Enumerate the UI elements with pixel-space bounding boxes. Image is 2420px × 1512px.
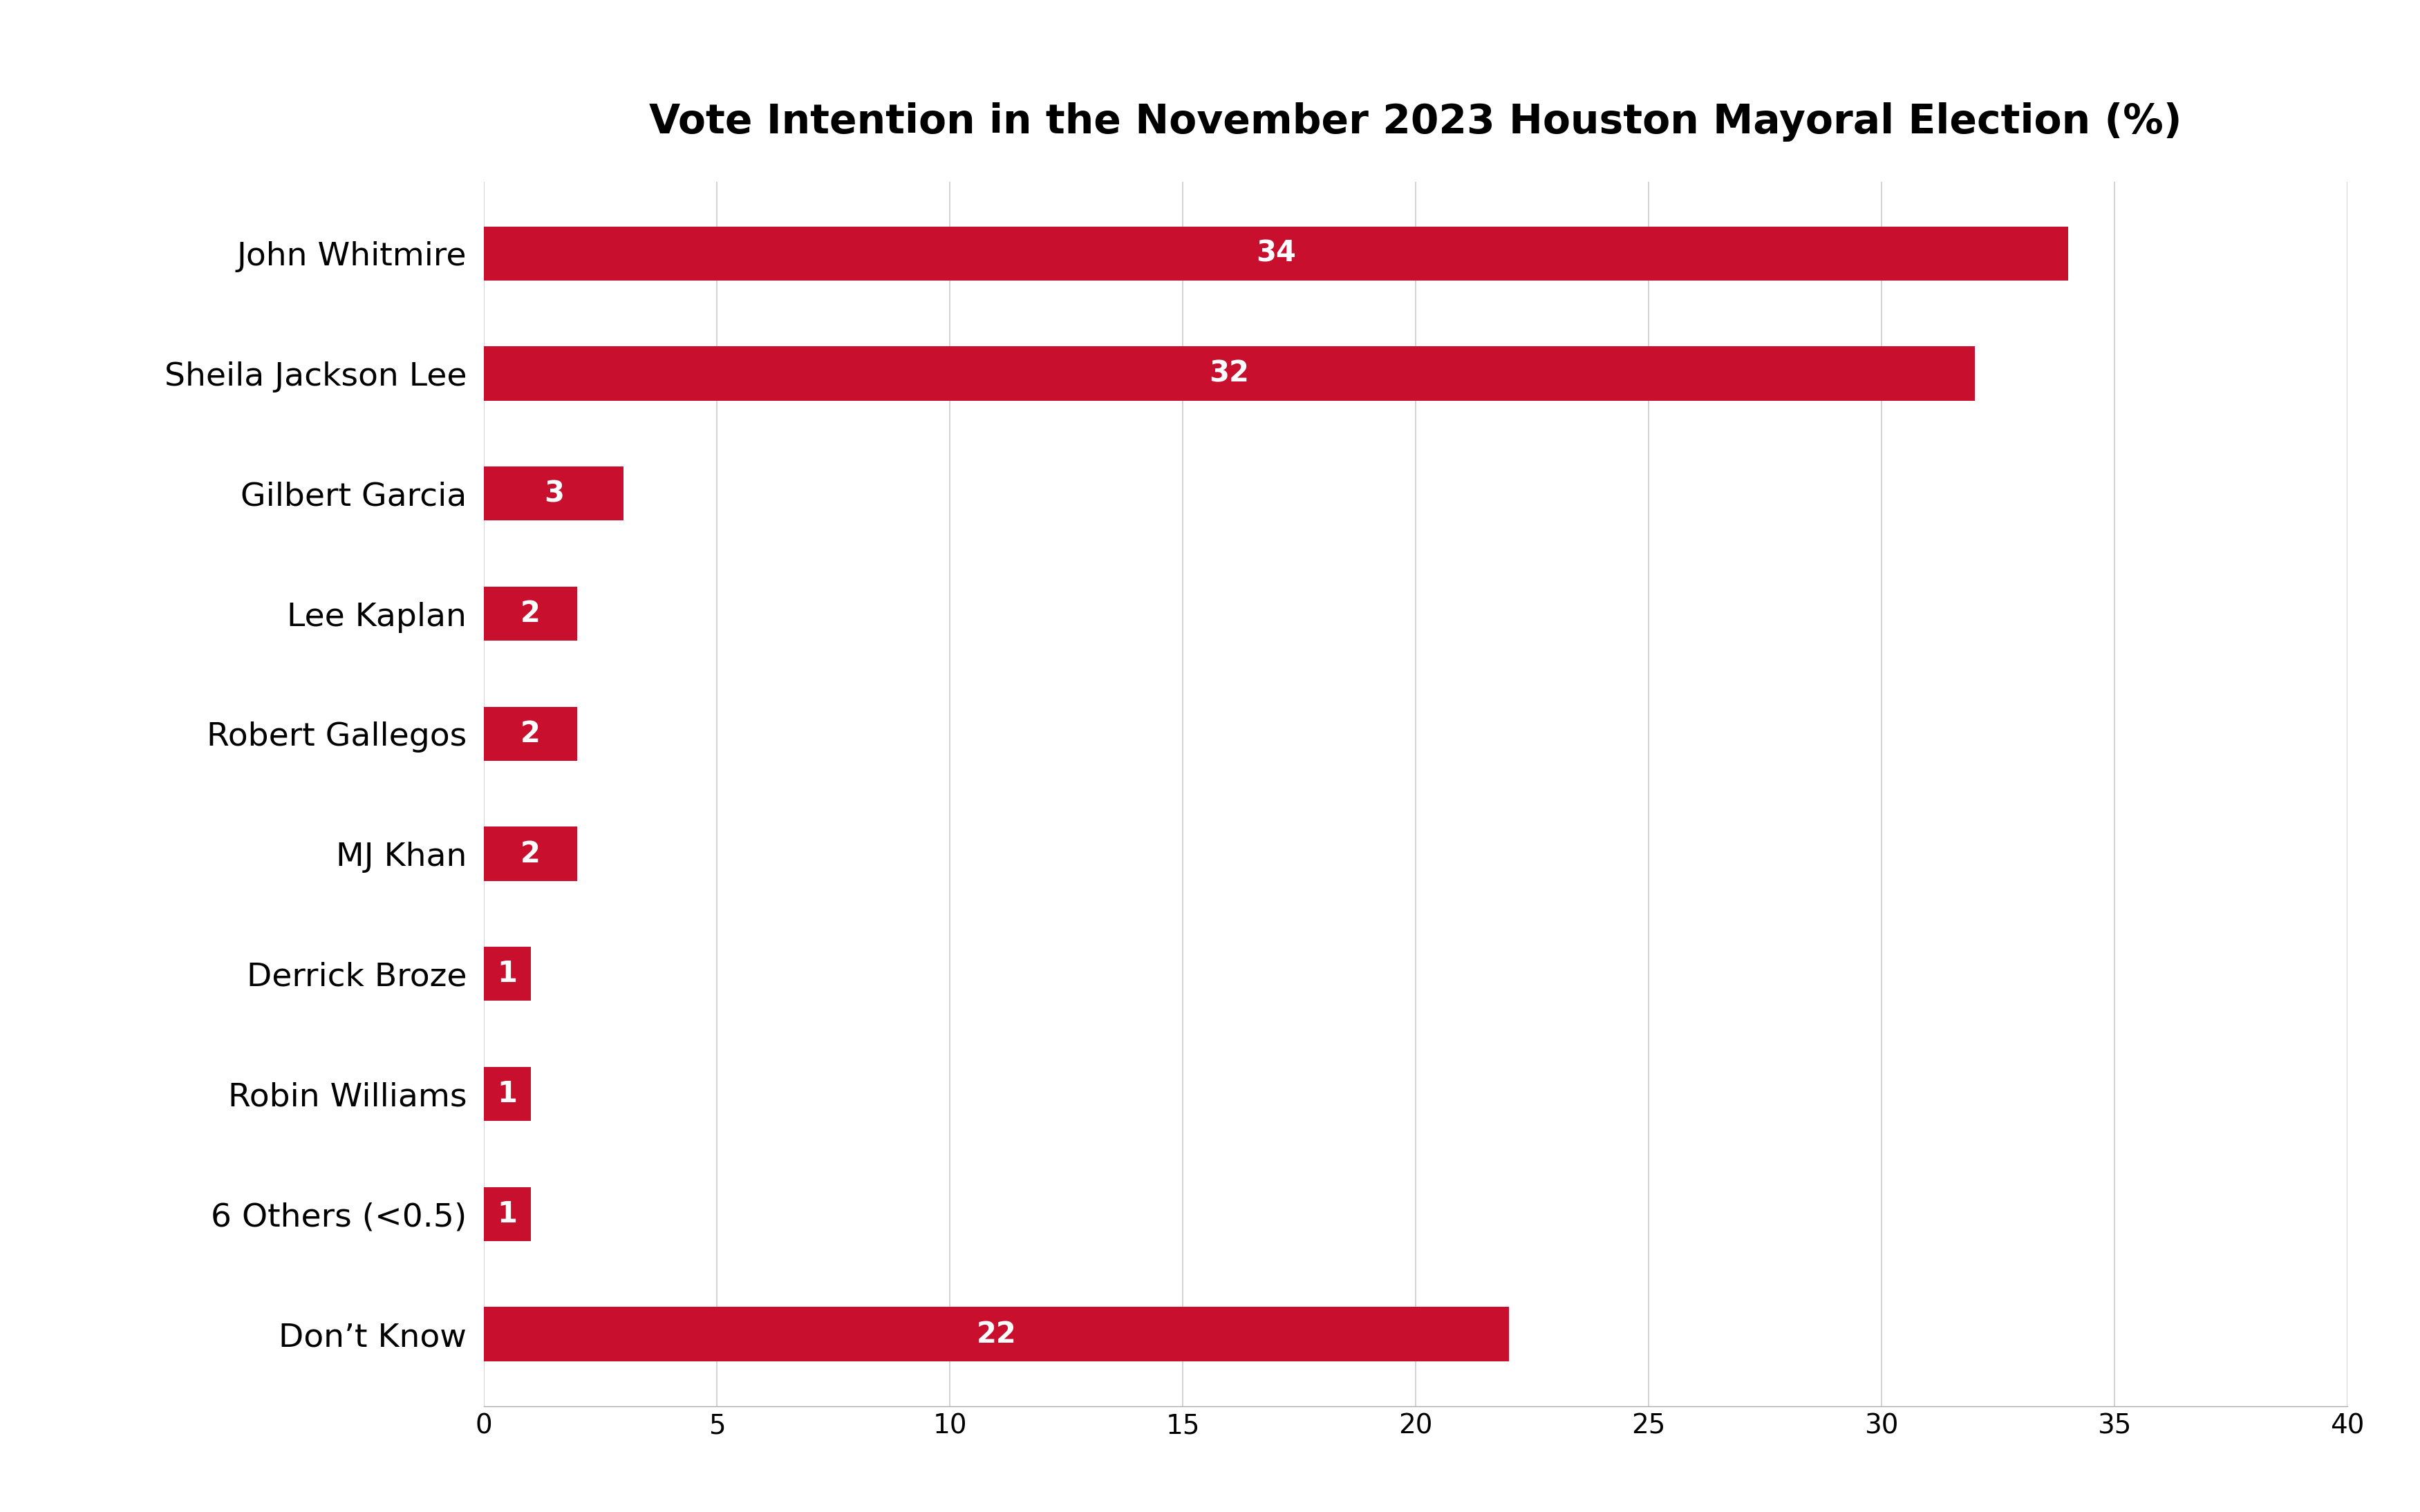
Bar: [484, 947, 530, 1001]
Text: 3: 3: [544, 479, 564, 508]
Text: 34: 34: [1256, 239, 1297, 268]
Bar: [484, 1067, 530, 1120]
Bar: [484, 1306, 1510, 1361]
Bar: [484, 706, 578, 761]
Text: 32: 32: [1210, 358, 1249, 389]
Bar: [484, 587, 578, 641]
Bar: [484, 227, 2067, 281]
Text: 2: 2: [520, 839, 540, 868]
Text: 22: 22: [978, 1320, 1016, 1349]
Text: 2: 2: [520, 599, 540, 627]
Bar: [484, 346, 1975, 401]
Title: Vote Intention in the November 2023 Houston Mayoral Election (%): Vote Intention in the November 2023 Hous…: [649, 103, 2183, 142]
Text: 2: 2: [520, 720, 540, 748]
Bar: [484, 467, 624, 520]
Text: 1: 1: [496, 1199, 518, 1229]
Text: 1: 1: [496, 1080, 518, 1108]
Bar: [484, 827, 578, 881]
Bar: [484, 1187, 530, 1241]
Text: 1: 1: [496, 960, 518, 989]
